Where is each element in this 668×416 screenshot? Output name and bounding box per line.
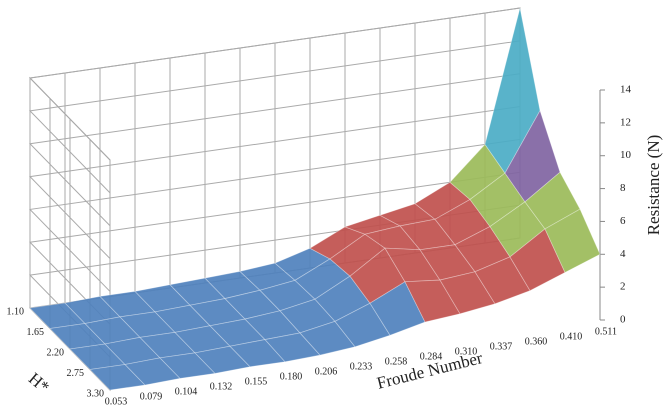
z-tick-label: 10 — [620, 149, 632, 161]
x-tick-label: 0.233 — [350, 361, 373, 372]
x-tick-label: 0.053 — [105, 396, 128, 407]
depth-tick-label: 2.75 — [67, 368, 85, 379]
x-tick-label: 0.360 — [525, 336, 548, 347]
x-tick-label: 0.284 — [420, 351, 443, 362]
x-tick-label: 0.337 — [490, 341, 513, 352]
depth-axis-title: H* — [25, 369, 53, 397]
depth-tick-label: 2.20 — [47, 347, 65, 358]
surface-patch — [544, 208, 601, 273]
x-tick-label: 0.410 — [560, 331, 583, 342]
x-tick-label: 0.132 — [210, 381, 233, 392]
depth-tick-label: 1.10 — [7, 306, 25, 317]
x-tick-label: 0.180 — [280, 371, 303, 382]
x-tick-label: 0.206 — [315, 366, 338, 377]
z-tick-label: 4 — [620, 248, 626, 260]
z-tick-label: 0 — [620, 314, 626, 326]
z-tick-label: 2 — [620, 281, 626, 293]
z-tick-label: 8 — [620, 182, 626, 194]
x-tick-label: 0.258 — [385, 356, 408, 367]
depth-tick-label: 1.65 — [27, 327, 45, 338]
depth-tick-label: 3.30 — [87, 388, 105, 399]
z-tick-label: 6 — [620, 215, 626, 227]
z-tick-label: 14 — [620, 84, 632, 96]
z-tick-label: 12 — [620, 116, 631, 128]
z-axis-title: Resistance (N) — [644, 135, 663, 236]
x-tick-label: 0.310 — [455, 346, 478, 357]
x-tick-label: 0.079 — [140, 391, 163, 402]
x-tick-label: 0.104 — [175, 386, 198, 397]
x-tick-label: 0.155 — [245, 376, 268, 387]
x-tick-label: 0.511 — [595, 326, 617, 337]
